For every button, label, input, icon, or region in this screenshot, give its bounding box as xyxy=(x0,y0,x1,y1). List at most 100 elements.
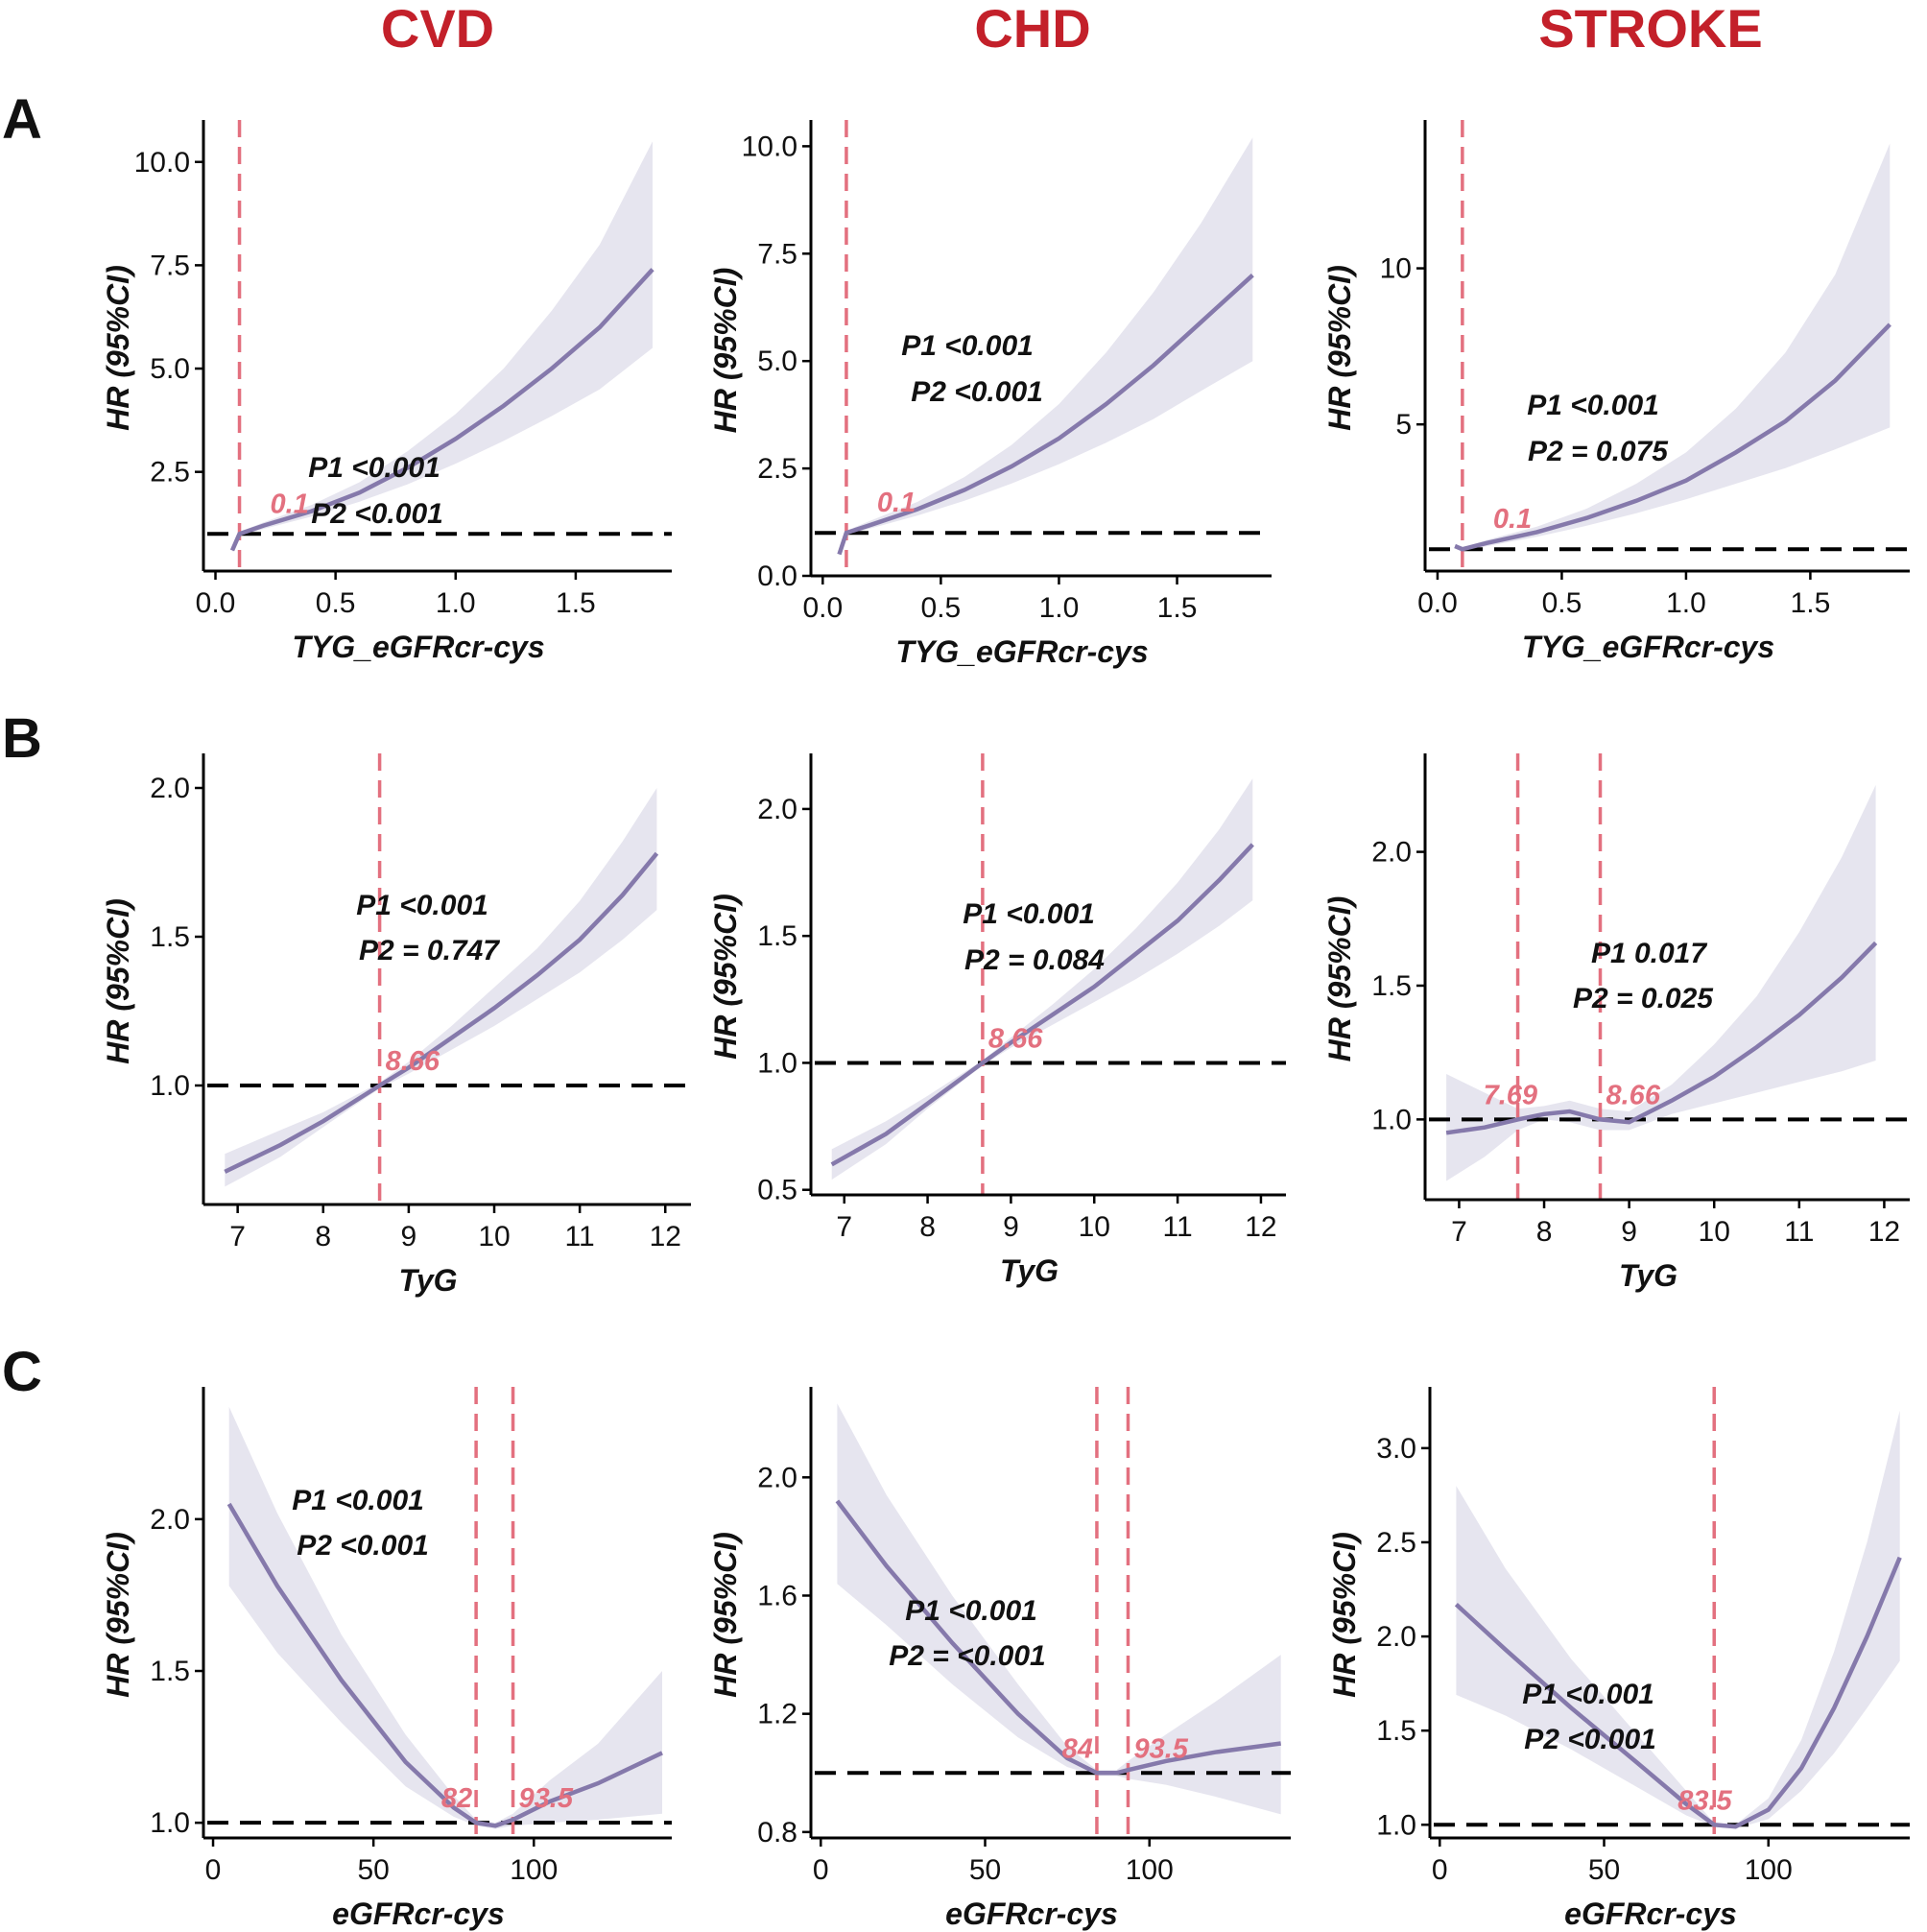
column-title-stroke: STROKE xyxy=(1538,0,1763,59)
ci-band xyxy=(1456,1410,1900,1829)
x-tick-label: 1.5 xyxy=(1791,587,1831,619)
p2-annotation: P2 <0.001 xyxy=(911,376,1043,408)
y-tick-label: 1.5 xyxy=(757,920,797,952)
x-axis-title: TyG xyxy=(398,1263,457,1298)
y-tick-label: 10 xyxy=(1380,253,1412,285)
panel-c-chd: 84 93.5 0 50 100 0.8 1.2 1.6 2.0 eGFRcr-cys HR (95… xyxy=(708,1387,1291,1931)
x-axis-title: eGFRcr-cys xyxy=(332,1896,505,1931)
ci-band xyxy=(232,141,653,553)
y-tick-label: 2.5 xyxy=(150,457,190,489)
ci-band xyxy=(1455,143,1891,551)
x-tick-label: 11 xyxy=(1163,1211,1193,1243)
y-tick-label: 2.5 xyxy=(757,453,797,485)
x-tick-label: 100 xyxy=(1126,1854,1174,1886)
x-tick-label: 11 xyxy=(1784,1216,1814,1248)
y-tick-label: 5.0 xyxy=(150,353,190,385)
row-label-a: A xyxy=(2,88,42,151)
y-tick-label: 2.0 xyxy=(1376,1621,1416,1653)
y-tick-label: 1.0 xyxy=(757,1047,797,1079)
column-title-chd: CHD xyxy=(974,0,1091,59)
ci-band xyxy=(839,137,1253,557)
knot-label: 8.66 xyxy=(988,1023,1043,1054)
y-tick-label: 1.0 xyxy=(150,1070,190,1102)
y-tick-label: 2.0 xyxy=(757,1462,797,1493)
row-label-b: B xyxy=(2,707,42,770)
panel-a-chd: 0.1 0.0 0.5 1.0 1.5 0.0 2.5 5.0 7.5 10.0 TYG_eGFRc… xyxy=(708,120,1272,669)
x-tick-label: 0.0 xyxy=(1417,587,1458,619)
y-tick-label: 1.0 xyxy=(1371,1104,1412,1135)
y-tick-label: 5.0 xyxy=(757,346,797,377)
y-axis-title: HR (95%CI) xyxy=(708,1532,743,1697)
hr-curve xyxy=(830,843,1254,1167)
p1-annotation: P1 <0.001 xyxy=(308,452,440,484)
p1-annotation: P1 <0.001 xyxy=(905,1595,1037,1627)
ci-band xyxy=(228,1406,662,1829)
x-tick-label: 7 xyxy=(836,1211,852,1243)
y-tick-label: 2.0 xyxy=(757,794,797,825)
panel-b-cvd: 8.66 7 8 9 10 11 12 1.0 1.5 2.0 TyG HR (95%CI) P1 <0… xyxy=(101,753,691,1298)
x-tick-label: 10 xyxy=(1699,1216,1730,1248)
y-tick-label: 0.8 xyxy=(757,1817,797,1849)
x-tick-label: 0.0 xyxy=(802,592,843,624)
knot-label: 8.66 xyxy=(386,1046,440,1077)
hr-curve xyxy=(229,268,654,552)
x-tick-label: 100 xyxy=(1745,1854,1793,1886)
x-tick-label: 10 xyxy=(1079,1211,1110,1243)
knot-label: 0.1 xyxy=(1493,504,1532,535)
x-tick-label: 8 xyxy=(315,1221,331,1252)
y-tick-label: 3.0 xyxy=(1376,1433,1416,1465)
panel-b-stroke: 7.69 8.66 7 8 9 10 11 12 1.0 1.5 2.0 TyG HR (95%CI) P… xyxy=(1322,753,1910,1293)
knot-label: 83.5 xyxy=(1677,1785,1732,1816)
knot-label: 7.69 xyxy=(1484,1080,1537,1110)
hr-curve xyxy=(1454,322,1891,552)
x-tick-label: 100 xyxy=(510,1854,558,1886)
y-tick-label: 0.0 xyxy=(757,561,797,592)
x-tick-label: 10 xyxy=(478,1221,510,1252)
p2-annotation: P2 <0.001 xyxy=(1524,1724,1656,1755)
knot-label: 0.1 xyxy=(271,489,309,519)
x-tick-label: 1.0 xyxy=(436,587,476,619)
x-tick-label: 0 xyxy=(813,1854,829,1886)
panel-a-stroke: 0.1 0.0 0.5 1.0 1.5 5 10 TYG_eGFRcr-cys HR (95%C… xyxy=(1322,120,1910,664)
y-tick-label: 2.0 xyxy=(150,773,190,804)
hr-curve xyxy=(1445,941,1878,1135)
y-axis-title: HR (95%CI) xyxy=(1322,896,1357,1061)
panel-a-cvd: 0.1 0.0 0.5 1.0 1.5 2.5 5.0 7.5 10.0 TYG_eGFRcr-c… xyxy=(101,120,672,664)
p1-annotation: P1 0.017 xyxy=(1591,938,1707,969)
knot-label: 93.5 xyxy=(519,1783,574,1814)
y-axis-title: HR (95%CI) xyxy=(101,1532,135,1697)
p2-annotation: P2 = 0.075 xyxy=(1528,436,1669,467)
y-tick-label: 1.5 xyxy=(1371,970,1412,1002)
x-tick-label: 7 xyxy=(229,1221,246,1252)
y-axis-title: HR (95%CI) xyxy=(101,265,135,430)
x-tick-label: 12 xyxy=(1868,1216,1900,1248)
ci-band xyxy=(1446,784,1876,1181)
knot-label: 84 xyxy=(1062,1733,1093,1764)
y-tick-label: 1.5 xyxy=(1376,1715,1416,1747)
p1-annotation: P1 <0.001 xyxy=(963,898,1095,930)
hr-curve xyxy=(837,274,1254,556)
x-tick-label: 9 xyxy=(401,1221,417,1252)
knot-label: 82 xyxy=(441,1783,472,1814)
x-tick-label: 50 xyxy=(969,1854,1001,1886)
knot-label: 93.5 xyxy=(1133,1733,1188,1764)
x-tick-label: 8 xyxy=(1536,1216,1553,1248)
y-tick-label: 1.5 xyxy=(150,1656,190,1687)
x-axis-title: TYG_eGFRcr-cys xyxy=(895,634,1148,669)
ci-band xyxy=(225,788,657,1187)
y-axis-title: HR (95%CI) xyxy=(1322,265,1357,430)
y-axis-title: HR (95%CI) xyxy=(101,898,135,1063)
p1-annotation: P1 <0.001 xyxy=(356,890,488,921)
panel-b-chd: 8.66 7 8 9 10 11 12 0.5 1.0 1.5 2.0 TyG HR (95%CI) P1… xyxy=(708,753,1286,1288)
x-tick-label: 8 xyxy=(919,1211,936,1243)
hr-curve xyxy=(1454,1556,1902,1829)
x-axis-title: TYG_eGFRcr-cys xyxy=(292,630,544,664)
row-label-c: C xyxy=(2,1341,42,1403)
y-tick-label: 5 xyxy=(1395,409,1412,441)
y-tick-label: 2.5 xyxy=(1376,1527,1416,1559)
y-tick-label: 2.0 xyxy=(150,1504,190,1536)
x-tick-label: 0 xyxy=(1432,1854,1448,1886)
y-tick-label: 2.0 xyxy=(1371,837,1412,869)
